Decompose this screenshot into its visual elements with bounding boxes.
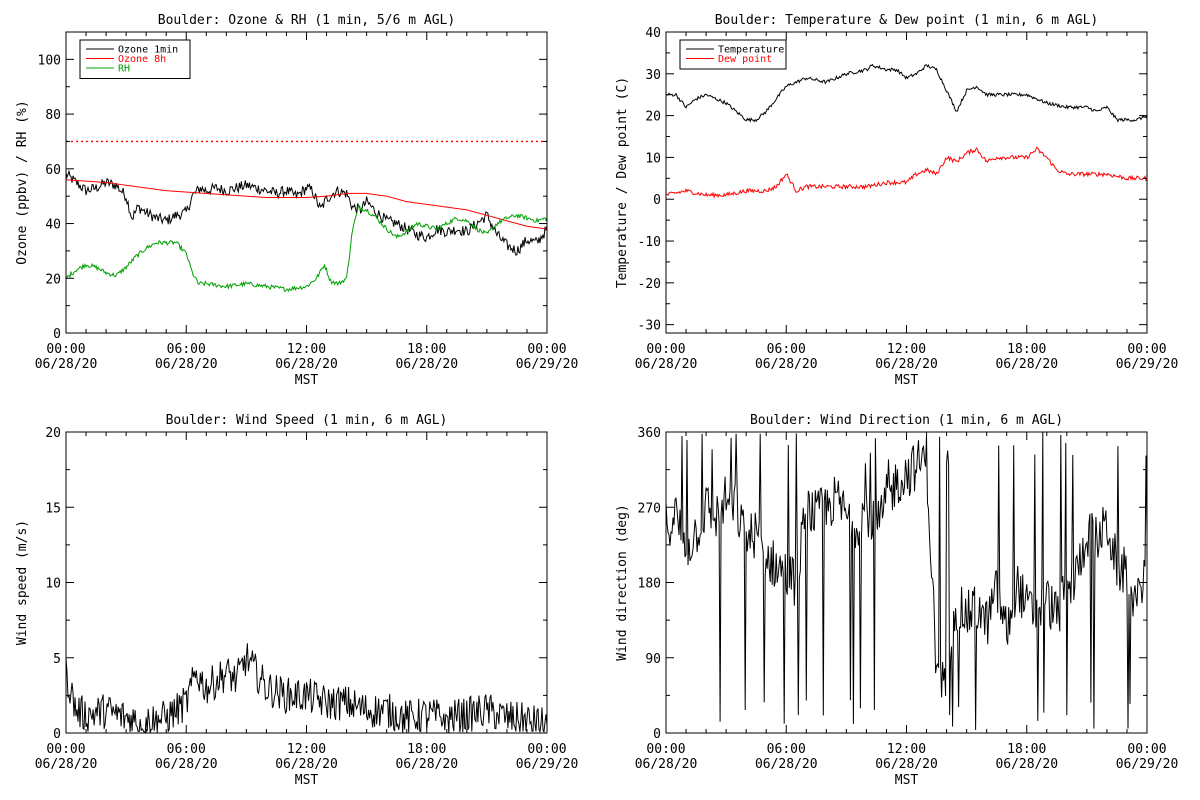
y-tick-label: 0: [653, 193, 661, 208]
x-tick-time: 00:00: [46, 742, 85, 757]
x-tick-time: 18:00: [1007, 342, 1046, 357]
y-tick-label: 100: [38, 53, 61, 68]
legend-label: RH: [118, 64, 130, 75]
legend-label: Ozone 8h: [118, 54, 166, 65]
x-tick-date: 06/28/20: [155, 357, 218, 372]
x-tick-date: 06/28/20: [35, 357, 98, 372]
x-tick-date: 06/28/20: [995, 357, 1058, 372]
x-tick-time: 06:00: [167, 342, 206, 357]
x-tick-date: 06/28/20: [35, 757, 98, 772]
y-tick-label: 30: [645, 68, 661, 83]
y-tick-label: -30: [638, 319, 661, 334]
x-tick-time: 18:00: [407, 342, 446, 357]
x-tick-date: 06/28/20: [875, 757, 938, 772]
x-tick-date: 06/28/20: [995, 757, 1058, 772]
x-tick-date: 06/28/20: [395, 757, 458, 772]
x-axis-label: MST: [895, 373, 919, 388]
x-tick-date: 06/28/20: [755, 757, 818, 772]
series-line-temperature: [666, 63, 1147, 123]
series-line-0: [66, 643, 547, 733]
x-tick-date: 06/28/20: [755, 357, 818, 372]
y-tick-label: 15: [45, 501, 61, 516]
x-tick-time: 00:00: [527, 742, 566, 757]
y-tick-label: 40: [645, 26, 661, 41]
x-tick-time: 00:00: [646, 742, 685, 757]
x-tick-date: 06/28/20: [875, 357, 938, 372]
chart-title: Boulder: Ozone & RH (1 min, 5/6 m AGL): [158, 13, 455, 28]
legend-box: [679, 39, 787, 70]
x-tick-time: 00:00: [46, 342, 85, 357]
y-axis-label: Ozone (ppbv) / RH (%): [15, 100, 30, 264]
legend-box: [79, 39, 191, 79]
chart-title: Boulder: Wind Direction (1 min, 6 m AGL): [750, 413, 1063, 428]
y-tick-label: 20: [45, 272, 61, 287]
y-tick-label: -20: [638, 277, 661, 292]
x-tick-time: 06:00: [767, 742, 806, 757]
x-tick-date: 06/28/20: [635, 757, 698, 772]
x-tick-date: 06/28/20: [275, 757, 338, 772]
legend-label: Dew point: [718, 54, 772, 65]
x-axis-label: MST: [295, 773, 319, 788]
chart-panel-1: Boulder: Temperature & Dew point (1 min,…: [615, 13, 1178, 388]
y-tick-label: 20: [45, 426, 61, 441]
x-axis-label: MST: [295, 373, 319, 388]
x-tick-time: 12:00: [287, 342, 326, 357]
x-tick-time: 18:00: [1007, 742, 1046, 757]
x-tick-date: 06/28/20: [155, 757, 218, 772]
x-tick-time: 00:00: [646, 342, 685, 357]
series-line-dew-point: [666, 146, 1147, 199]
chart-panel-0: Boulder: Ozone & RH (1 min, 5/6 m AGL) 0 2…: [15, 13, 578, 388]
chart-title: Boulder: Temperature & Dew point (1 min,…: [715, 13, 1099, 28]
x-tick-time: 12:00: [887, 342, 926, 357]
y-tick-label: 10: [45, 577, 61, 592]
series-line-0: [666, 432, 1147, 731]
y-tick-label: 90: [645, 652, 661, 667]
chart-panel-3: Boulder: Wind Direction (1 min, 6 m AGL)…: [615, 413, 1178, 788]
y-tick-label: 40: [45, 218, 61, 233]
y-tick-label: 270: [638, 501, 661, 516]
y-tick-label: 180: [638, 577, 661, 592]
y-tick-label: 0: [653, 727, 661, 742]
x-tick-date: 06/29/20: [516, 757, 579, 772]
x-tick-date: 06/28/20: [395, 357, 458, 372]
y-tick-label: 10: [645, 151, 661, 166]
y-axis-label: Wind direction (deg): [615, 504, 630, 661]
series-line-rh: [66, 203, 547, 293]
series-line-ozone-8h: [66, 179, 547, 230]
y-tick-label: 360: [638, 426, 661, 441]
y-axis-label: Temperature / Dew point (C): [615, 77, 630, 288]
series-line-ozone-1min: [66, 169, 547, 256]
x-tick-time: 18:00: [407, 742, 446, 757]
y-tick-label: 80: [45, 108, 61, 123]
x-tick-time: 12:00: [287, 742, 326, 757]
y-tick-label: 5: [53, 652, 61, 667]
x-tick-date: 06/29/20: [1116, 357, 1179, 372]
y-tick-label: 60: [45, 163, 61, 178]
y-tick-label: -10: [638, 235, 661, 250]
chart-title: Boulder: Wind Speed (1 min, 6 m AGL): [166, 413, 448, 428]
x-tick-time: 00:00: [1127, 342, 1166, 357]
x-tick-date: 06/29/20: [516, 357, 579, 372]
x-tick-date: 06/28/20: [635, 357, 698, 372]
x-tick-time: 12:00: [887, 742, 926, 757]
y-tick-label: 0: [53, 727, 61, 742]
chart-panel-2: Boulder: Wind Speed (1 min, 6 m AGL) 0 5 10…: [15, 413, 578, 788]
y-tick-label: 0: [53, 327, 61, 342]
legend-label: Ozone 1min: [118, 45, 178, 56]
x-tick-time: 00:00: [1127, 742, 1166, 757]
legend-label: Temperature: [718, 45, 784, 56]
y-tick-label: 20: [645, 110, 661, 125]
x-axis-label: MST: [895, 773, 919, 788]
x-tick-date: 06/29/20: [1116, 757, 1179, 772]
y-axis-label: Wind speed (m/s): [15, 520, 30, 645]
x-tick-time: 06:00: [767, 342, 806, 357]
x-tick-time: 06:00: [167, 742, 206, 757]
x-tick-time: 00:00: [527, 342, 566, 357]
x-tick-date: 06/28/20: [275, 357, 338, 372]
